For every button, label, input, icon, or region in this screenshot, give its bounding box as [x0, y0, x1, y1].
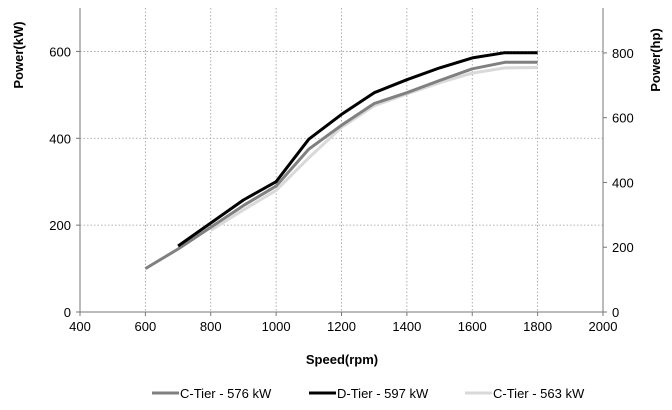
x-tick-label: 400 [69, 319, 91, 334]
x-tick-label: 1600 [458, 319, 487, 334]
x-tick-label: 1000 [262, 319, 291, 334]
x-tick-label: 1800 [523, 319, 552, 334]
y2-tick-label: 200 [612, 240, 634, 255]
x-tick-label: 2000 [589, 319, 618, 334]
y-tick-label: 400 [49, 131, 71, 146]
y2-tick-label: 400 [612, 175, 634, 190]
legend: C-Tier - 576 kW D-Tier - 597 kW C-Tier - 5… [152, 386, 585, 401]
data-series [144, 51, 538, 270]
y-axis-title: Power(kW) [11, 21, 26, 88]
axes [76, 8, 607, 316]
y2-tick-label: 0 [612, 305, 619, 320]
y-tick-label: 0 [64, 305, 71, 320]
x-axis-title: Speed(rpm) [306, 352, 378, 367]
y-tick-label: 600 [49, 44, 71, 59]
x-axis-ticks: 400 600 800 1000 1200 1400 1600 1800 2000 [69, 319, 617, 334]
series-line-1 [144, 60, 538, 270]
y2-axis-title: Power(hp) [648, 28, 663, 92]
y2-tick-label: 800 [612, 46, 634, 61]
legend-label-2: D-Tier - 597 kW [337, 386, 429, 401]
legend-label-1: C-Tier - 576 kW [180, 386, 272, 401]
grid-lines [80, 8, 603, 312]
series-line-2 [177, 51, 538, 248]
x-tick-label: 600 [135, 319, 157, 334]
x-tick-label: 800 [200, 319, 222, 334]
y2-tick-label: 600 [612, 111, 634, 126]
x-tick-label: 1200 [327, 319, 356, 334]
y-tick-label: 200 [49, 218, 71, 233]
x-tick-label: 1400 [392, 319, 421, 334]
y-axis-ticks: 0 200 400 600 [49, 44, 71, 320]
y2-axis-ticks: 0 200 400 600 800 [612, 46, 634, 320]
legend-label-3: C-Tier - 563 kW [493, 386, 585, 401]
series-line-3 [210, 66, 538, 232]
